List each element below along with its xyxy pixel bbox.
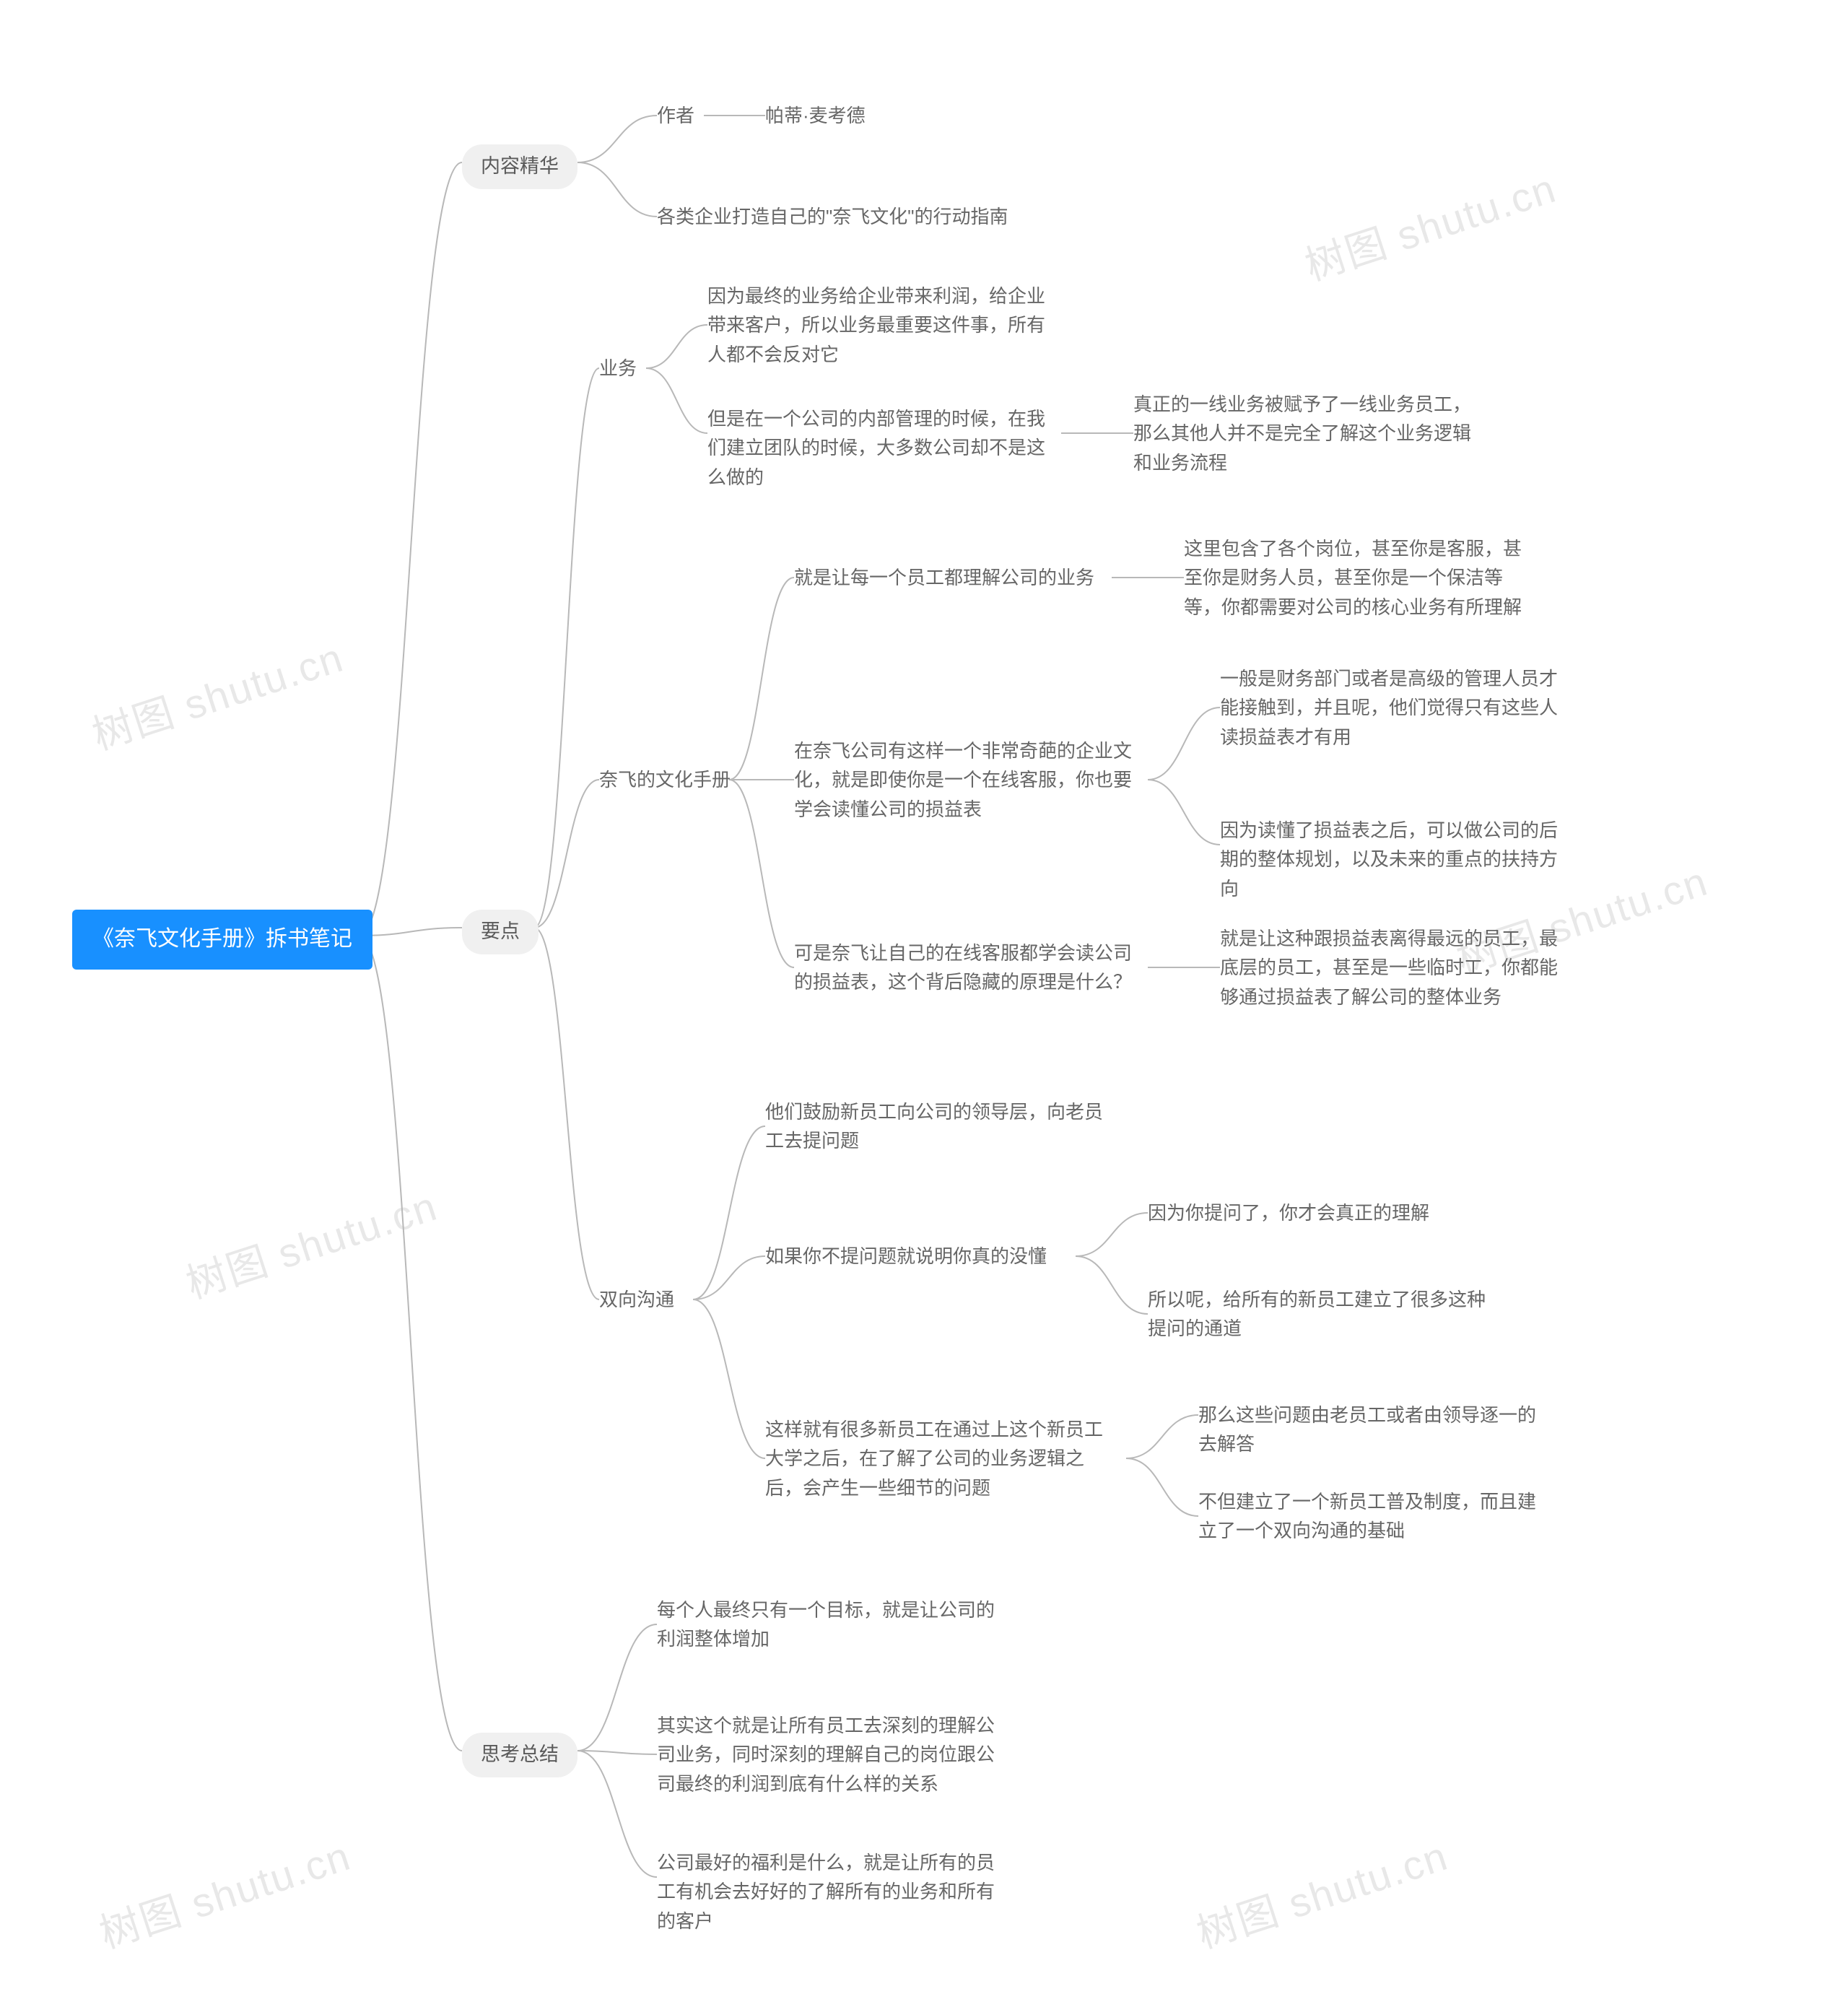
comm-c2-c1[interactable]: 因为你提问了，你才会真正的理解: [1148, 1198, 1429, 1227]
handbook-h2[interactable]: 在奈飞公司有这样一个非常奇葩的企业文化，就是即使你是一个在线客服，你也要学会读懂…: [794, 736, 1141, 824]
comm-c3-c2[interactable]: 不但建立了一个新员工普及制度，而且建立了一个双向沟通的基础: [1198, 1487, 1545, 1546]
summary-s2[interactable]: 其实这个就是让所有员工去深刻的理解公司业务，同时深刻的理解自己的岗位跟公司最终的…: [657, 1711, 1003, 1798]
points-comm-title[interactable]: 双向沟通: [599, 1285, 674, 1314]
handbook-h1[interactable]: 就是让每一个员工都理解公司的业务: [794, 563, 1094, 592]
root-node[interactable]: 《奈飞文化手册》拆书笔记: [72, 910, 372, 970]
mindmap-canvas: 树图 shutu.cn树图 shutu.cn树图 shutu.cn树图 shut…: [0, 0, 1848, 2007]
business-p2[interactable]: 但是在一个公司的内部管理的时候，在我们建立团队的时候，大多数公司却不是这么做的: [707, 404, 1054, 492]
essence-author-name[interactable]: 帕蒂·麦考德: [765, 101, 866, 130]
handbook-h2-c1[interactable]: 一般是财务部门或者是高级的管理人员才能接触到，并且呢，他们觉得只有这些人读损益表…: [1220, 664, 1566, 752]
points-business-title[interactable]: 业务: [599, 354, 637, 383]
handbook-h2-c2[interactable]: 因为读懂了损益表之后，可以做公司的后期的整体规划，以及未来的重点的扶持方向: [1220, 816, 1566, 903]
comm-c3-c1[interactable]: 那么这些问题由老员工或者由领导逐一的去解答: [1198, 1401, 1545, 1459]
business-p2-child[interactable]: 真正的一线业务被赋予了一线业务员工，那么其他人并不是完全了解这个业务逻辑和业务流…: [1133, 390, 1480, 477]
summary-s1[interactable]: 每个人最终只有一个目标，就是让公司的利润整体增加: [657, 1595, 1003, 1654]
l1-points[interactable]: 要点: [462, 910, 539, 954]
business-p1[interactable]: 因为最终的业务给企业带来利润，给企业带来客户，所以业务最重要这件事，所有人都不会…: [707, 282, 1054, 369]
handbook-h3[interactable]: 可是奈飞让自己的在线客服都学会读公司的损益表，这个背后隐藏的原理是什么？: [794, 939, 1141, 997]
comm-c2-c2[interactable]: 所以呢，给所有的新员工建立了很多这种提问的通道: [1148, 1285, 1494, 1344]
l1-essence[interactable]: 内容精华: [462, 144, 578, 189]
handbook-h1-child[interactable]: 这里包含了各个岗位，甚至你是客服，甚至你是财务人员，甚至你是一个保洁等等，你都需…: [1184, 534, 1530, 622]
comm-c1[interactable]: 他们鼓励新员工向公司的领导层，向老员工去提问题: [765, 1097, 1112, 1156]
l1-summary[interactable]: 思考总结: [462, 1733, 578, 1777]
handbook-h3-child[interactable]: 就是让这种跟损益表离得最远的员工，最底层的员工，甚至是一些临时工，你都能够通过损…: [1220, 924, 1566, 1011]
summary-s3[interactable]: 公司最好的福利是什么，就是让所有的员工有机会去好好的了解所有的业务和所有的客户: [657, 1848, 1003, 1936]
essence-guide[interactable]: 各类企业打造自己的"奈飞文化"的行动指南: [657, 202, 1008, 231]
essence-author-label[interactable]: 作者: [657, 101, 694, 130]
comm-c2[interactable]: 如果你不提问题就说明你真的没懂: [765, 1242, 1047, 1271]
comm-c3[interactable]: 这样就有很多新员工在通过上这个新员工大学之后，在了解了公司的业务逻辑之后，会产生…: [765, 1415, 1112, 1502]
points-handbook-title[interactable]: 奈飞的文化手册: [599, 765, 731, 794]
